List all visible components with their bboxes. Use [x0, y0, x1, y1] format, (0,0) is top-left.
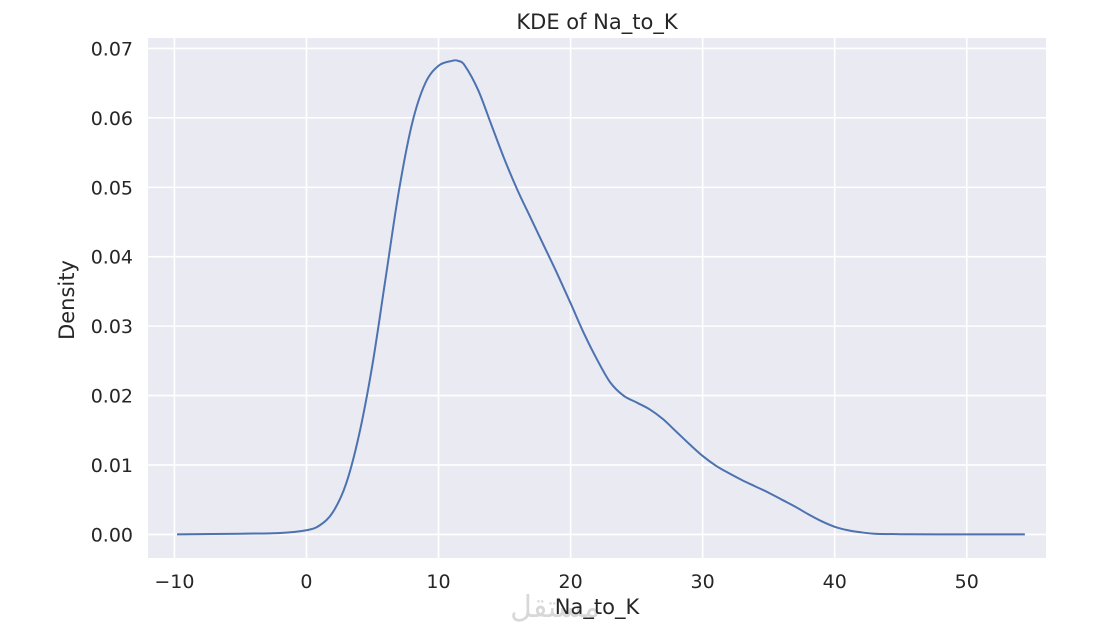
x-tick-label: 50: [955, 571, 979, 593]
plot-background: [148, 38, 1046, 558]
x-axis-ticks: −10 0 10 20 30 40 50: [154, 571, 979, 593]
series-layer: [177, 59, 1025, 536]
chart-title: KDE of Na_to_K: [516, 10, 678, 35]
y-axis-ticks: 0.00 0.01 0.02 0.03 0.04 0.05 0.06 0.07: [91, 38, 133, 546]
watermark: مستقل: [510, 590, 600, 625]
y-axis-label: Density: [55, 260, 79, 340]
x-tick-label: 0: [300, 571, 312, 593]
y-tick-label: 0.01: [91, 455, 133, 477]
kde-line: [177, 59, 1025, 536]
y-tick-label: 0.04: [91, 247, 133, 269]
y-tick-label: 0.00: [91, 524, 133, 546]
x-tick-label: 10: [426, 571, 450, 593]
x-axis-label: Na_to_K: [555, 595, 641, 620]
x-tick-label: −10: [154, 571, 194, 593]
y-tick-label: 0.06: [91, 108, 133, 130]
y-tick-label: 0.02: [91, 386, 133, 408]
y-tick-label: 0.05: [91, 177, 133, 199]
x-tick-label: 30: [691, 571, 715, 593]
x-tick-label: 20: [558, 571, 582, 593]
y-tick-label: 0.07: [91, 38, 133, 60]
x-tick-label: 40: [823, 571, 847, 593]
grid: [148, 38, 1046, 558]
y-tick-label: 0.03: [91, 316, 133, 338]
